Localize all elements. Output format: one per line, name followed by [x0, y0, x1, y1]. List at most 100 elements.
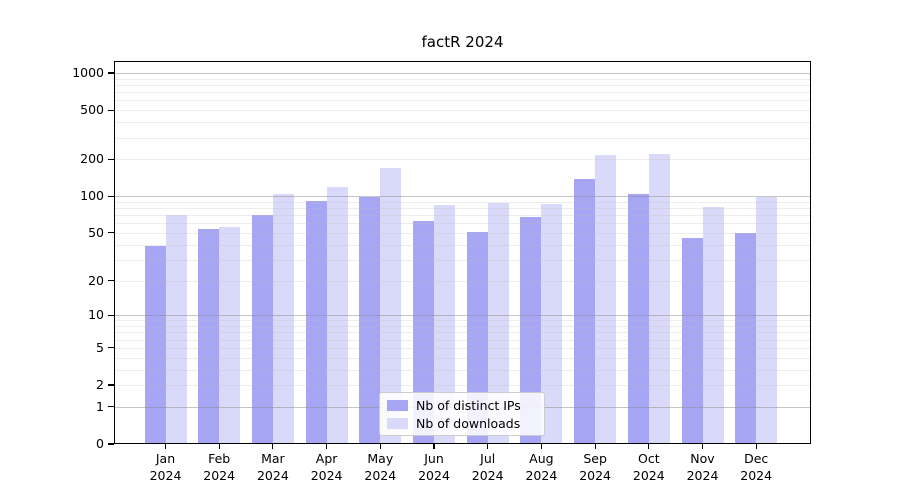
x-tick-label-line: Nov — [690, 451, 715, 466]
y-tick-label: 50 — [88, 224, 104, 240]
y-tick-label: 100 — [80, 188, 104, 204]
x-tick-mark — [326, 444, 328, 449]
chart-title: factR 2024 — [421, 33, 504, 51]
bar-apr-downloads — [326, 186, 348, 444]
y-tick-mark — [108, 347, 114, 349]
gridline-minor — [114, 92, 811, 94]
x-tick-mark — [648, 444, 650, 449]
y-tick-mark — [108, 195, 114, 197]
x-tick-label-line: 2024 — [203, 467, 236, 483]
x-tick-label-line: 2024 — [686, 467, 719, 483]
gridline-minor — [114, 137, 811, 139]
x-tick-label-line: Dec — [744, 451, 769, 466]
y-tick-mark — [108, 109, 114, 111]
x-tick-mark — [701, 444, 704, 449]
x-tick-label-line: 2024 — [256, 467, 289, 483]
x-tick-label: Aug 2024 — [509, 451, 573, 484]
x-tick-label-line: 2024 — [364, 467, 397, 483]
x-tick-label: Dec 2024 — [724, 451, 788, 484]
legend-item-downloads: Nb of downloads — [387, 416, 544, 431]
x-tick-label-line: Aug — [529, 451, 554, 466]
x-tick-label-line: Jun — [424, 451, 444, 466]
bar-mar-distinct-ips — [251, 215, 273, 444]
bar-oct-downloads — [648, 154, 670, 444]
gridline-minor — [114, 78, 811, 80]
x-tick-label: Sep 2024 — [563, 451, 627, 484]
bar-aug-distinct-ips — [520, 216, 542, 444]
x-tick-label-line: 2024 — [632, 467, 665, 483]
x-tick-label: Jun 2024 — [402, 451, 466, 484]
x-tick-label-line: 2024 — [740, 467, 773, 483]
x-tick-label-line: Feb — [208, 451, 231, 466]
x-tick-mark — [379, 444, 381, 449]
x-tick-label: Oct 2024 — [617, 451, 681, 484]
x-tick-label-line: 2024 — [579, 467, 611, 483]
bar-mar-downloads — [272, 193, 294, 444]
x-tick-label-line: 2024 — [525, 467, 558, 483]
x-tick-label-line: Mar — [261, 451, 285, 466]
gridline-minor — [114, 122, 811, 124]
y-tick-mark — [108, 232, 114, 234]
legend-label-downloads: Nb of downloads — [416, 415, 521, 431]
y-tick-label: 1 — [96, 398, 104, 414]
y-tick-label: 1000 — [72, 64, 104, 80]
x-tick-label-line: Apr — [315, 451, 338, 466]
x-tick-label: Mar 2024 — [241, 451, 305, 484]
y-tick-mark — [108, 443, 114, 445]
bar-aug-downloads — [541, 204, 563, 444]
bar-jun-distinct-ips — [413, 220, 434, 444]
gridline-minor — [114, 201, 811, 203]
gridline-minor — [114, 110, 811, 112]
bar-jan-distinct-ips — [144, 245, 166, 444]
x-tick-label-line: Jan — [155, 451, 176, 466]
bar-apr-distinct-ips — [305, 200, 327, 444]
legend-swatch-downloads-icon — [387, 417, 408, 429]
x-tick-label-line: May — [367, 451, 394, 466]
gridline-minor — [114, 159, 811, 161]
bar-sep-downloads — [595, 155, 617, 444]
y-tick-mark — [108, 384, 114, 386]
legend-swatch-distinct-ips-icon — [387, 399, 408, 411]
y-tick-label: 2 — [96, 377, 104, 392]
x-tick-mark — [540, 444, 542, 449]
legend-item-distinct-ips: Nb of distinct IPs — [387, 398, 544, 413]
y-tick-mark — [108, 158, 114, 160]
bar-feb-distinct-ips — [198, 228, 220, 444]
bar-jul-distinct-ips — [466, 231, 488, 444]
x-tick-mark — [272, 444, 274, 449]
x-tick-label: Nov 2024 — [671, 451, 735, 484]
bar-sep-distinct-ips — [574, 179, 596, 444]
legend: Nb of distinct IPs Nb of downloads — [379, 392, 545, 436]
gridline-minor — [114, 100, 811, 102]
x-tick-label: May 2024 — [348, 451, 412, 484]
x-tick-label-line: 2024 — [471, 467, 504, 483]
bar-may-distinct-ips — [359, 197, 381, 444]
gridline-major — [114, 196, 811, 198]
x-tick-label: Apr 2024 — [295, 451, 359, 484]
x-tick-label: Jul 2024 — [456, 451, 520, 484]
bar-jul-downloads — [487, 202, 509, 444]
bar-feb-downloads — [219, 226, 241, 444]
plot-area: Nb of distinct IPs Nb of downloads Jan 20… — [72, 61, 811, 483]
y-tick-label: 20 — [88, 272, 104, 288]
bar-dec-downloads — [756, 197, 778, 444]
x-tick-label-line: 2024 — [149, 467, 182, 483]
x-tick-mark — [218, 444, 220, 449]
y-tick-mark — [108, 72, 114, 74]
x-tick-mark — [594, 444, 596, 449]
x-tick-mark — [755, 444, 757, 449]
x-tick-label-line: 2024 — [310, 467, 343, 483]
gridline-minor — [114, 84, 811, 86]
y-tick-label: 10 — [88, 307, 104, 323]
y-tick-mark — [108, 279, 114, 282]
x-tick-label: Feb 2024 — [187, 451, 251, 484]
bar-may-downloads — [380, 167, 402, 444]
x-tick-label-line: Oct — [637, 451, 660, 466]
bar-jun-downloads — [434, 205, 455, 444]
x-tick-mark — [164, 444, 167, 449]
y-tick-label: 500 — [80, 102, 104, 118]
bar-dec-distinct-ips — [735, 232, 757, 444]
y-tick-mark — [108, 406, 114, 408]
bar-nov-downloads — [702, 207, 724, 444]
legend-label-distinct-ips: Nb of distinct IPs — [416, 397, 521, 413]
